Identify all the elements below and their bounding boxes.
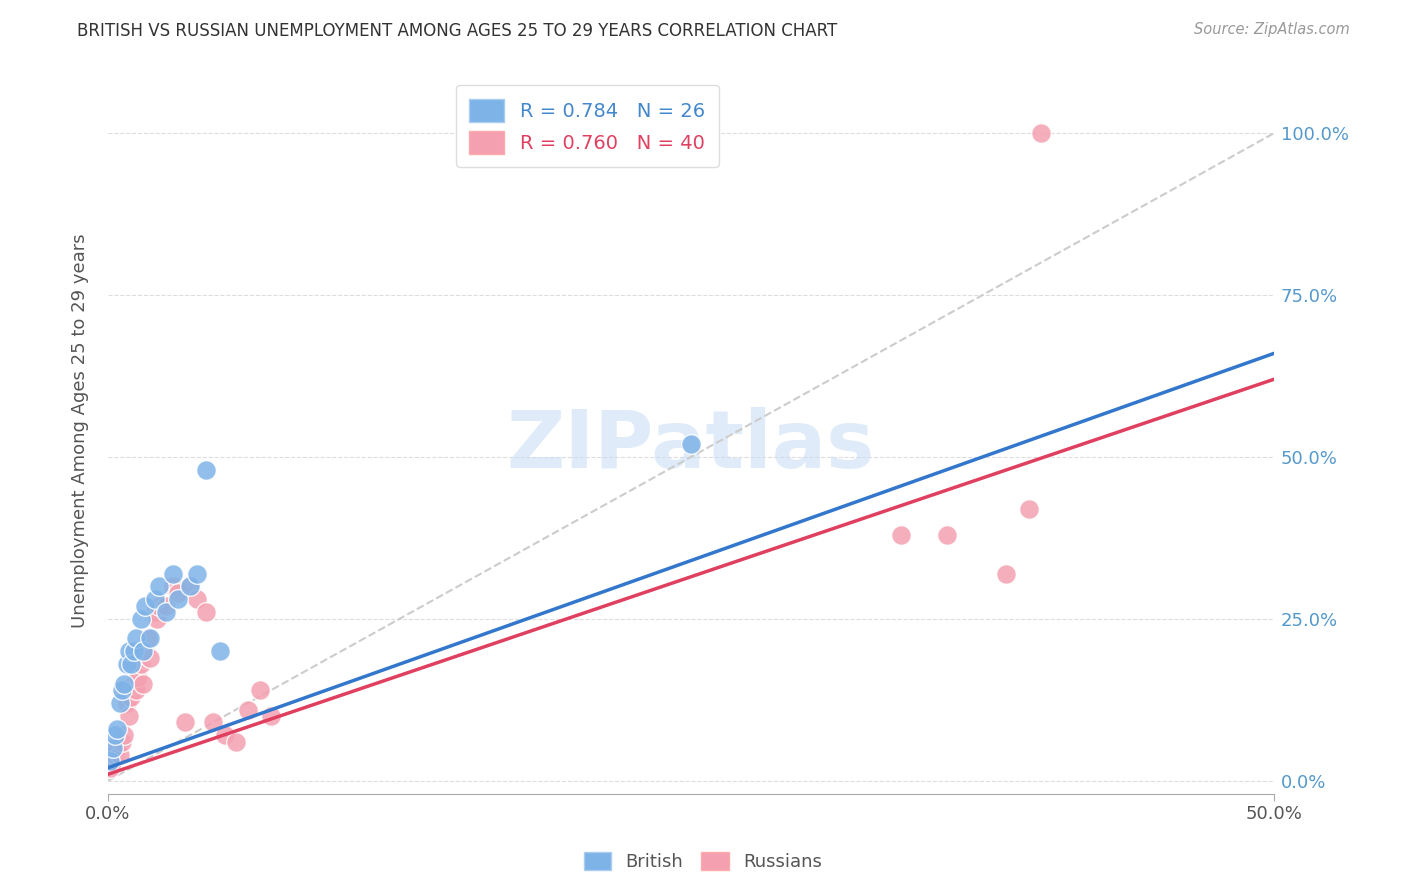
Point bbox=[194, 463, 217, 477]
Point bbox=[890, 527, 912, 541]
Point bbox=[174, 715, 197, 730]
Legend: British, Russians: British, Russians bbox=[576, 845, 830, 879]
Point bbox=[679, 437, 702, 451]
Point bbox=[194, 606, 217, 620]
Point bbox=[118, 709, 141, 723]
Legend: R = 0.784   N = 26, R = 0.760   N = 40: R = 0.784 N = 26, R = 0.760 N = 40 bbox=[456, 86, 718, 168]
Point bbox=[108, 747, 131, 762]
Point bbox=[129, 657, 152, 672]
Point bbox=[111, 735, 134, 749]
Point bbox=[108, 696, 131, 710]
Point bbox=[225, 735, 247, 749]
Point bbox=[249, 683, 271, 698]
Text: ZIPatlas: ZIPatlas bbox=[506, 407, 875, 484]
Point bbox=[101, 741, 124, 756]
Point bbox=[104, 747, 127, 762]
Point bbox=[260, 709, 283, 723]
Point bbox=[98, 754, 121, 768]
Point bbox=[120, 657, 142, 672]
Text: Source: ZipAtlas.com: Source: ZipAtlas.com bbox=[1194, 22, 1350, 37]
Point bbox=[1018, 501, 1040, 516]
Point bbox=[104, 728, 127, 742]
Point bbox=[201, 715, 224, 730]
Point bbox=[936, 527, 959, 541]
Point bbox=[167, 592, 190, 607]
Point bbox=[136, 632, 159, 646]
Point bbox=[129, 612, 152, 626]
Point bbox=[105, 722, 128, 736]
Point bbox=[134, 599, 156, 613]
Point bbox=[139, 632, 162, 646]
Point bbox=[143, 592, 166, 607]
Point bbox=[167, 586, 190, 600]
Text: BRITISH VS RUSSIAN UNEMPLOYMENT AMONG AGES 25 TO 29 YEARS CORRELATION CHART: BRITISH VS RUSSIAN UNEMPLOYMENT AMONG AG… bbox=[77, 22, 838, 40]
Point bbox=[139, 650, 162, 665]
Point bbox=[236, 702, 259, 716]
Point bbox=[134, 644, 156, 658]
Point bbox=[148, 599, 170, 613]
Point bbox=[105, 741, 128, 756]
Point bbox=[148, 579, 170, 593]
Point bbox=[162, 579, 184, 593]
Point bbox=[208, 644, 231, 658]
Point bbox=[143, 606, 166, 620]
Point bbox=[101, 754, 124, 768]
Point bbox=[179, 579, 201, 593]
Point bbox=[98, 761, 121, 775]
Point bbox=[115, 657, 138, 672]
Point bbox=[186, 566, 208, 581]
Point bbox=[125, 632, 148, 646]
Point bbox=[179, 579, 201, 593]
Point bbox=[994, 566, 1017, 581]
Point bbox=[120, 690, 142, 704]
Point bbox=[162, 566, 184, 581]
Point bbox=[111, 683, 134, 698]
Point bbox=[122, 644, 145, 658]
Point bbox=[214, 728, 236, 742]
Point bbox=[112, 728, 135, 742]
Point bbox=[186, 592, 208, 607]
Point bbox=[115, 696, 138, 710]
Point bbox=[132, 676, 155, 690]
Point bbox=[1029, 126, 1052, 140]
Point bbox=[132, 644, 155, 658]
Y-axis label: Unemployment Among Ages 25 to 29 years: Unemployment Among Ages 25 to 29 years bbox=[72, 234, 89, 628]
Point bbox=[112, 676, 135, 690]
Point bbox=[155, 606, 177, 620]
Point bbox=[127, 670, 149, 684]
Point bbox=[118, 644, 141, 658]
Point bbox=[125, 683, 148, 698]
Point bbox=[112, 683, 135, 698]
Point bbox=[122, 676, 145, 690]
Point bbox=[155, 599, 177, 613]
Point bbox=[146, 612, 169, 626]
